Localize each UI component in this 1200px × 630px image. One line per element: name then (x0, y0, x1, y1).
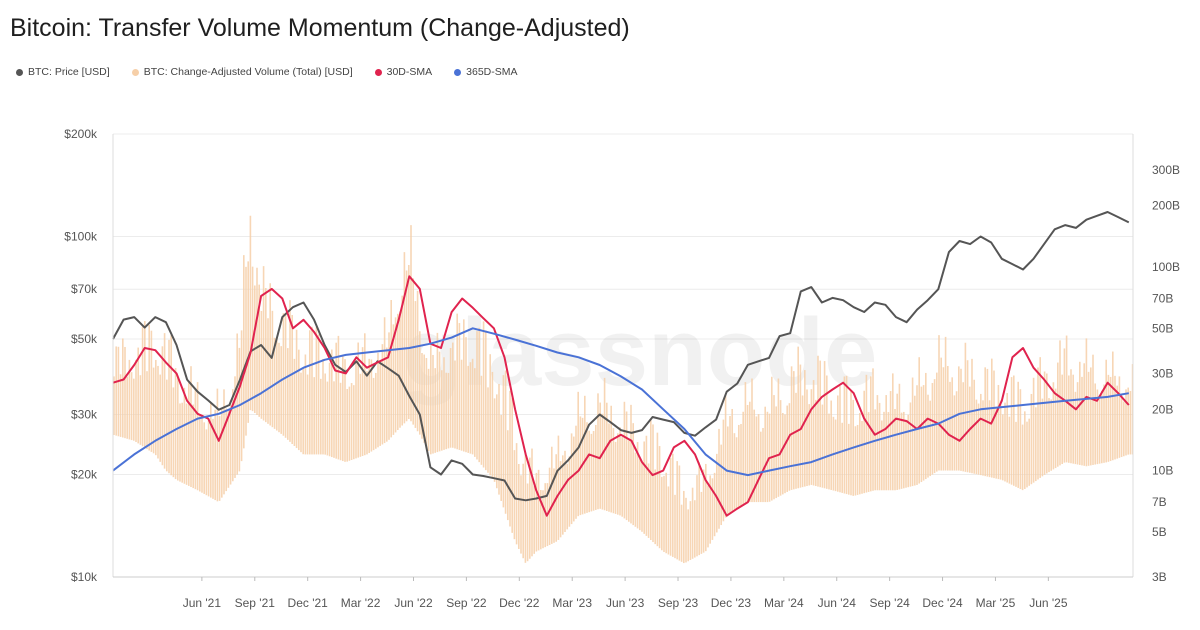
x-tick-label: Mar '24 (764, 596, 804, 610)
x-tick-label: Jun '25 (1029, 596, 1068, 610)
x-tick-label: Jun '22 (394, 596, 433, 610)
y-right-tick-label: 10B (1152, 464, 1173, 478)
y-right-tick-label: 7B (1152, 495, 1167, 509)
x-tick-label: Sep '21 (235, 596, 276, 610)
x-tick-label: Sep '22 (446, 596, 487, 610)
legend-swatch-365d-sma (454, 68, 462, 76)
x-tick-label: Mar '25 (976, 596, 1016, 610)
x-tick-label: Jun '24 (818, 596, 857, 610)
legend-label-price: BTC: Price [USD] (28, 66, 110, 78)
x-tick-label: Mar '23 (552, 596, 592, 610)
y-left-tick-label: $200k (64, 127, 98, 141)
watermark: glassnode (403, 299, 878, 406)
y-right-tick-label: 100B (1152, 260, 1180, 274)
axes: $10k $20k $30k $50k $70k $100k $200k 3B 5B 7B 10B 2… (64, 127, 1180, 610)
x-tick-label: Jun '23 (606, 596, 645, 610)
x-tick-label: Dec '22 (499, 596, 540, 610)
y-right-tick-label: 50B (1152, 321, 1173, 335)
y-left-tick-label: $20k (71, 467, 98, 481)
y-right-tick-label: 30B (1152, 366, 1173, 380)
legend-item-volume[interactable]: BTC: Change-Adjusted Volume (Total) [USD… (131, 66, 353, 78)
price-line (112, 211, 1130, 502)
y-left-tick-label: $50k (71, 332, 98, 346)
legend-label-365d-sma: 365D-SMA (466, 66, 518, 78)
y-left-tick-label: $100k (64, 230, 98, 244)
legend-swatch-30d-sma (374, 68, 382, 76)
y-right-tick-label: 300B (1152, 163, 1180, 177)
legend-swatch-price (16, 68, 23, 76)
sma-365d-line (112, 327, 1129, 477)
y-right-tick-label: 20B (1152, 402, 1173, 416)
y-right-tick-label: 5B (1152, 525, 1167, 539)
x-tick-label: Sep '23 (658, 596, 699, 610)
legend-item-365d-sma[interactable]: 365D-SMA (454, 66, 518, 78)
x-tick-label: Jun '21 (183, 596, 222, 610)
legend-swatch-volume (131, 68, 139, 76)
x-tick-label: Dec '21 (288, 596, 329, 610)
legend-label-volume: BTC: Change-Adjusted Volume (Total) [USD… (143, 66, 353, 78)
legend-item-price[interactable]: BTC: Price [USD] (16, 66, 110, 78)
y-right-tick-label: 200B (1152, 199, 1180, 213)
chart-title: Bitcoin: Transfer Volume Momentum (Chang… (10, 14, 630, 42)
y-right-tick-label: 3B (1152, 570, 1167, 584)
chart-legend: BTC: Price [USD] BTC: Change-Adjusted Vo… (16, 66, 518, 78)
y-left-tick-label: $70k (71, 282, 98, 296)
series-lines (112, 211, 1130, 517)
y-right-tick-label: 70B (1152, 292, 1173, 306)
sma-30d-line (112, 275, 1130, 517)
y-left-tick-label: $30k (71, 408, 98, 422)
x-tick-label: Dec '23 (711, 596, 752, 610)
x-tick-label: Dec '24 (922, 596, 963, 610)
y-left-tick-label: $10k (71, 570, 98, 584)
legend-label-30d-sma: 30D-SMA (386, 66, 433, 78)
x-tick-label: Mar '22 (341, 596, 381, 610)
volume-bars (113, 215, 1134, 564)
legend-item-30d-sma[interactable]: 30D-SMA (374, 66, 433, 78)
x-tick-label: Sep '24 (869, 596, 910, 610)
